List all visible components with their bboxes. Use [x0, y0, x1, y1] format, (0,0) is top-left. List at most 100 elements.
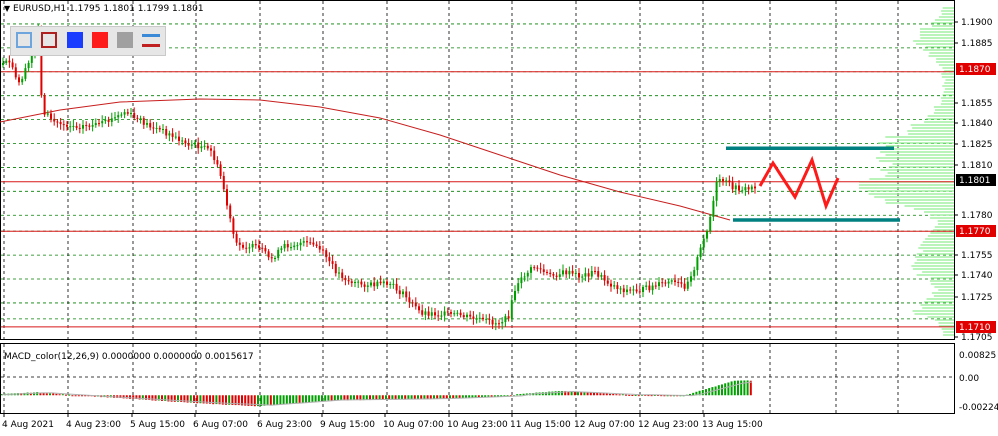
- macd-histogram-bar: [365, 395, 368, 400]
- candle-body: [120, 114, 123, 116]
- candle-body: [482, 317, 484, 320]
- candle-body: [539, 268, 542, 270]
- main-chart-frame: [0, 0, 955, 340]
- macd-histogram-bar: [391, 395, 394, 400]
- macd-histogram-bar: [161, 395, 163, 401]
- macd-histogram-bar: [413, 395, 416, 400]
- blue-line-icon: [142, 34, 160, 37]
- candle-body: [152, 127, 155, 129]
- macd-histogram-bar: [589, 392, 592, 396]
- time-tick-label: 11 Aug 15:00: [510, 420, 571, 430]
- macd-histogram-bar: [481, 395, 483, 398]
- price-level-badge[interactable]: [956, 321, 996, 333]
- macd-histogram-bar: [151, 395, 154, 401]
- macd-histogram-bar: [154, 395, 157, 401]
- macd-histogram-bar: [333, 395, 336, 401]
- price-tick-label: 1.1810: [961, 161, 993, 171]
- macd-histogram-bar: [551, 391, 554, 396]
- candle-body: [754, 186, 756, 189]
- macd-histogram-bar: [295, 395, 298, 404]
- macd-histogram-bar: [55, 393, 58, 396]
- candle-body: [469, 314, 472, 317]
- time-tick-label: 6 Aug 23:00: [257, 420, 312, 430]
- macd-histogram-bar: [705, 389, 707, 396]
- macd-histogram-bar: [189, 395, 192, 403]
- macd-panel-frame: [0, 343, 955, 414]
- macd-histogram-bar: [420, 395, 423, 400]
- candle-body: [101, 121, 104, 124]
- candle-body: [258, 245, 260, 248]
- macd-histogram-bar: [493, 395, 496, 397]
- candle-body: [248, 247, 251, 249]
- candle-body: [693, 270, 696, 277]
- candle-body: [552, 274, 555, 276]
- candle-body: [427, 311, 430, 316]
- macd-histogram-bar: [42, 393, 45, 396]
- macd-histogram-bar: [455, 395, 458, 399]
- macd-histogram-bar: [436, 395, 439, 400]
- macd-histogram-bar: [250, 395, 253, 406]
- macd-histogram-bar: [327, 395, 330, 401]
- macd-tick-label: -0.00224: [959, 403, 998, 413]
- candle-body: [8, 60, 11, 63]
- candle-body: [350, 281, 353, 284]
- macd-histogram-bar: [737, 380, 739, 396]
- candle-body: [478, 317, 481, 319]
- macd-histogram-bar: [452, 395, 455, 399]
- candle-body: [75, 125, 78, 128]
- red-fill-button[interactable]: [92, 32, 108, 48]
- candle-body: [747, 187, 750, 190]
- time-tick-label: 12 Aug 07:00: [574, 420, 635, 430]
- macd-histogram-bar: [177, 395, 179, 402]
- macd-histogram-bar: [570, 391, 573, 396]
- price-level-badge[interactable]: [956, 174, 996, 186]
- candle-body: [728, 180, 731, 183]
- price-level-badge[interactable]: [956, 225, 996, 237]
- candle-body: [645, 285, 648, 287]
- price-level-badge[interactable]: [956, 63, 996, 75]
- candle-body: [30, 54, 33, 63]
- candle-body: [389, 284, 392, 286]
- macd-histogram-bar: [689, 393, 691, 396]
- candle-body: [549, 272, 552, 275]
- macd-histogram-bar: [397, 395, 400, 400]
- macd-histogram-bar: [743, 380, 746, 396]
- gray-fill-button[interactable]: [117, 32, 133, 48]
- macd-histogram-bar: [292, 395, 295, 404]
- macd-histogram-bar: [740, 380, 743, 396]
- zigzag-projection-line[interactable]: [758, 155, 840, 211]
- macd-histogram-bar: [375, 395, 378, 400]
- candle-body: [242, 244, 244, 248]
- candle-body: [715, 181, 718, 201]
- line-style-button[interactable]: [142, 32, 160, 48]
- macd-histogram-bar: [349, 395, 352, 401]
- candle-body: [456, 312, 459, 314]
- candle-body: [408, 297, 411, 303]
- macd-histogram-bar: [410, 395, 413, 400]
- macd-histogram-bar: [625, 394, 627, 396]
- macd-histogram-bar: [65, 394, 67, 396]
- macd-histogram-bar: [673, 395, 675, 397]
- blue-fill-button[interactable]: [67, 32, 83, 48]
- macd-histogram-bar: [557, 391, 560, 396]
- candle-body: [123, 112, 126, 115]
- candle-body: [411, 302, 414, 304]
- candle-body: [712, 200, 715, 217]
- dark-red-frame-button[interactable]: [41, 32, 57, 48]
- candle-body: [222, 175, 225, 190]
- macd-histogram-bar: [724, 383, 727, 396]
- macd-histogram-bar: [657, 394, 659, 396]
- macd-histogram-bar: [314, 395, 317, 402]
- macd-histogram-bar: [282, 395, 285, 405]
- macd-histogram-bar: [52, 393, 55, 396]
- collapse-triangle-icon[interactable]: ▼: [4, 4, 11, 13]
- candle-body: [197, 142, 200, 149]
- macd-histogram-bar: [490, 395, 493, 397]
- macd-histogram-bar: [61, 394, 64, 396]
- light-blue-frame-button[interactable]: [16, 32, 32, 48]
- candle-body: [94, 123, 97, 126]
- candle-body: [168, 133, 171, 136]
- candle-body: [440, 315, 443, 317]
- candle-body: [699, 247, 702, 258]
